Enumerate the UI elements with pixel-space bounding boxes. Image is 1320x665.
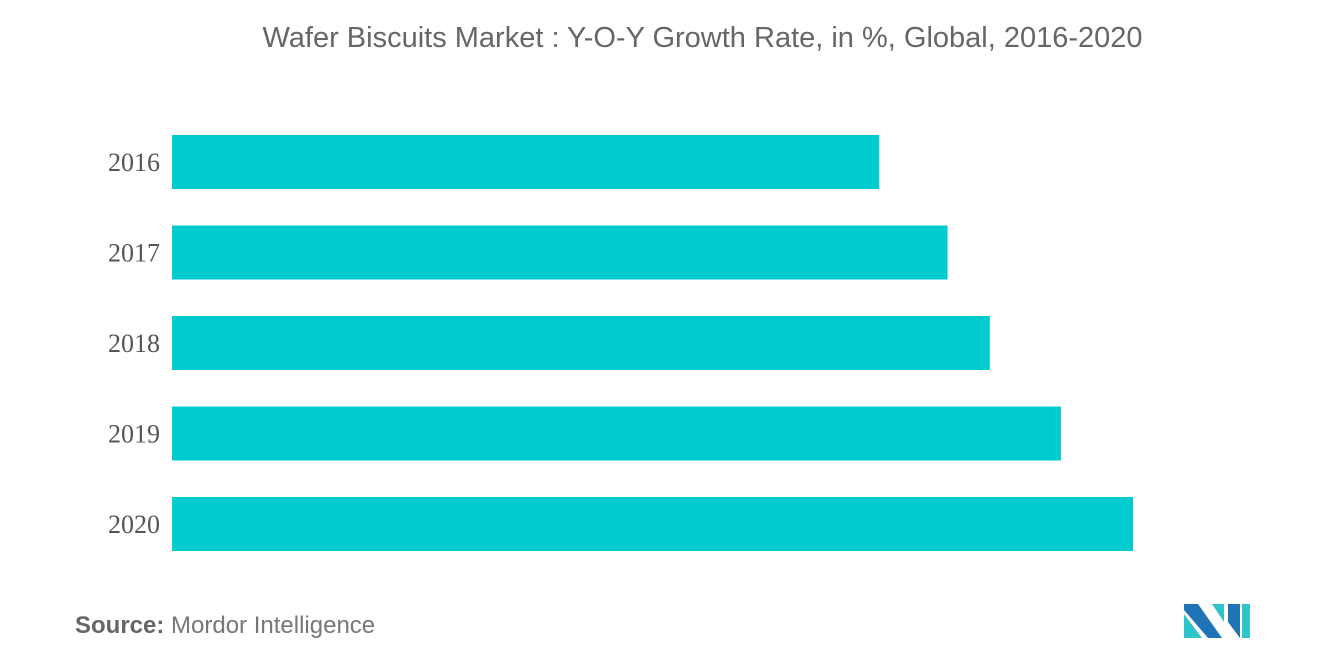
category-label: 2017 [108,239,160,268]
category-label: 2018 [108,329,160,358]
source-label: Source: [75,612,165,639]
bar-chart: 2016 2017 2018 2019 2020 [108,135,1133,551]
chart-title: Wafer Biscuits Market : Y-O-Y Growth Rat… [262,22,1143,54]
mordor-logo [1184,604,1250,638]
bar-2019 [172,406,1061,461]
source-note: Source: Mordor Intelligence [75,612,375,640]
bar-2016 [172,135,880,189]
category-label: 2020 [108,510,160,539]
category-label: 2016 [108,148,160,177]
bar-2017 [172,225,948,280]
bar-2018 [172,316,990,370]
source-text: Mordor Intelligence [171,612,376,639]
bar-2020 [172,497,1133,551]
category-label: 2019 [108,420,160,449]
